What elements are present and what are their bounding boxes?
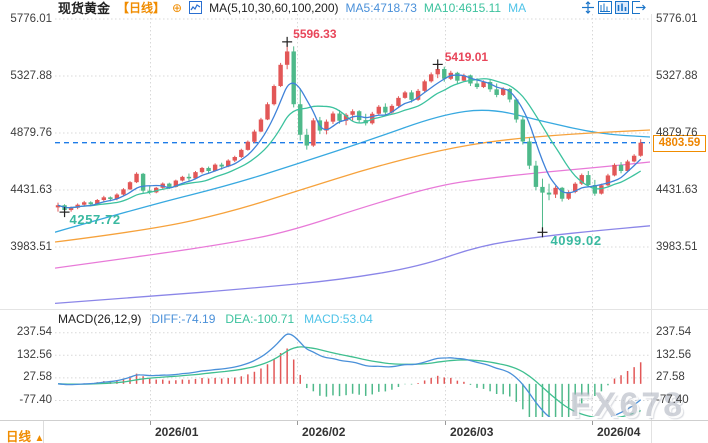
macd-axis-label: 237.54 bbox=[16, 326, 52, 339]
kline-icon bbox=[189, 1, 203, 14]
annotation-low-4099: 4099.02 bbox=[550, 233, 602, 249]
price-axis-label: 3983.51 bbox=[10, 240, 52, 253]
ma-params-label: MA(5,10,30,60,100,200) bbox=[209, 0, 339, 15]
ma10-value: MA10:4615.11 bbox=[423, 0, 502, 15]
diff-value: DIFF:-74.19 bbox=[151, 312, 216, 326]
macd-axis-label: -77.40 bbox=[19, 394, 52, 406]
macd-axis-label: -77.40 bbox=[656, 394, 689, 406]
annotation-high-5419: 5419.01 bbox=[444, 50, 489, 65]
macd-axis-label: 132.56 bbox=[656, 348, 692, 361]
symbol-name: 现货黄金 bbox=[58, 1, 111, 16]
axis-scale-active-icon[interactable] bbox=[615, 1, 629, 14]
price-axis-label: 5327.88 bbox=[656, 69, 698, 82]
annotation-low-4257: 4257.72 bbox=[69, 212, 121, 228]
macd-axis-label: 27.58 bbox=[656, 371, 685, 384]
price-axis-label: 4431.63 bbox=[656, 183, 698, 196]
date-axis-label: 2026/04 bbox=[597, 425, 641, 439]
macd-axis-label: 132.56 bbox=[16, 348, 52, 361]
price-axis-label: 4879.76 bbox=[656, 126, 698, 139]
timeframe-text: 日线 bbox=[6, 430, 32, 443]
exit-fullscreen-icon[interactable] bbox=[632, 1, 646, 14]
ma5-value: MA5:4718.73 bbox=[345, 0, 417, 15]
add-indicator-icon[interactable]: ⊕ bbox=[172, 0, 183, 15]
price-axis-label: 5776.01 bbox=[10, 12, 52, 25]
main-header: 现货黄金 【日线】 ⊕ MA(5,10,30,60,100,200) MA5:4… bbox=[58, 0, 527, 17]
dea-value: DEA:-100.71 bbox=[225, 312, 295, 326]
macd-params-label: MACD(26,12,9) bbox=[58, 312, 142, 326]
price-axis-label: 5776.01 bbox=[656, 12, 698, 25]
up-triangle-icon: ▲ bbox=[34, 433, 45, 443]
crosshair-icon[interactable] bbox=[581, 1, 595, 14]
ma-truncated-value: MA bbox=[508, 0, 527, 15]
macd-axis-label: 237.54 bbox=[656, 326, 692, 339]
price-axis-label: 4431.63 bbox=[10, 183, 52, 196]
date-axis-label: 2026/01 bbox=[155, 425, 199, 439]
price-axis-label: 4879.76 bbox=[10, 126, 52, 139]
date-axis-label: 2026/02 bbox=[302, 425, 346, 439]
macd-axis-label: 27.58 bbox=[23, 371, 52, 384]
timeframe-label[interactable]: 【日线】 bbox=[117, 1, 166, 15]
macd-value: MACD:53.04 bbox=[304, 312, 373, 326]
last-price-box: 4803.59 bbox=[653, 134, 706, 152]
date-axis-label: 2026/03 bbox=[450, 425, 494, 439]
price-axis-label: 5327.88 bbox=[10, 69, 52, 82]
macd-header: MACD(26,12,9) DIFF:-74.19 DEA:-100.71 MA… bbox=[58, 312, 373, 326]
annotation-high-5596: 5596.33 bbox=[293, 26, 337, 41]
price-axis-label: 3983.51 bbox=[656, 240, 698, 253]
timeframe-button[interactable]: 日线 ▲ bbox=[6, 426, 44, 443]
axis-scale-icon[interactable] bbox=[598, 1, 612, 14]
toolbar bbox=[581, 1, 646, 14]
